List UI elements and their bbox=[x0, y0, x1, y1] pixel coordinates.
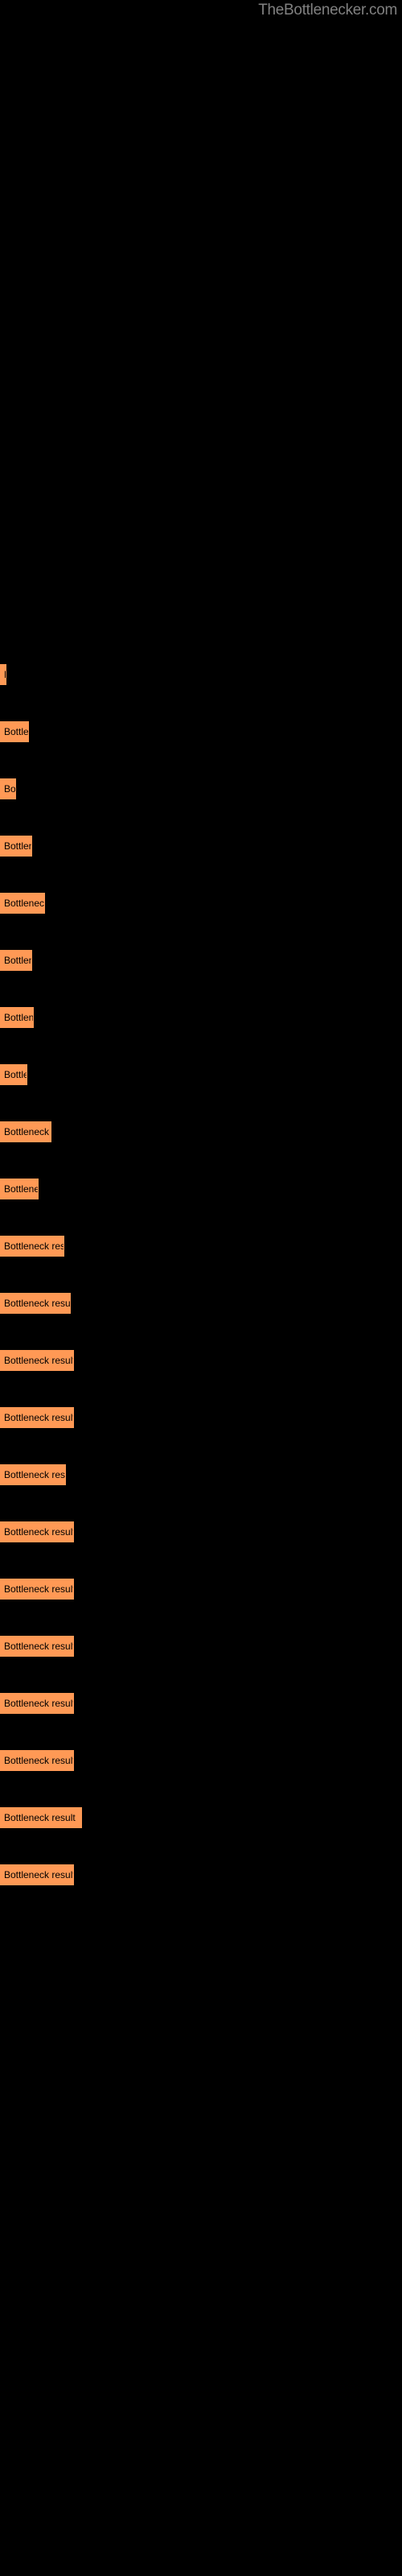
bar-label: Bottleneck result bbox=[4, 1755, 74, 1766]
bottleneck-bar: Bottleneck result bbox=[0, 1121, 51, 1142]
bar-label: Bottleneck result bbox=[4, 669, 6, 680]
bottleneck-bar: Bottleneck result bbox=[0, 1064, 27, 1085]
bottleneck-bar: Bottleneck result bbox=[0, 1464, 66, 1485]
bar-row: Bottleneck result bbox=[0, 836, 402, 857]
bar-row: Bottleneck result bbox=[0, 1807, 402, 1828]
bar-label: Bottleneck result bbox=[4, 1869, 74, 1880]
bar-row: Bottleneck result bbox=[0, 1350, 402, 1371]
bottleneck-bar: Bottleneck result bbox=[0, 1750, 74, 1771]
bar-row: Bottleneck result bbox=[0, 1579, 402, 1600]
bottleneck-bar: Bottleneck result bbox=[0, 950, 32, 971]
bar-label: Bottleneck result bbox=[4, 1469, 66, 1480]
bottleneck-bar: Bottleneck result bbox=[0, 1579, 74, 1600]
bar-label: Bottleneck result bbox=[4, 1412, 74, 1423]
bar-row: Bottleneck result bbox=[0, 1750, 402, 1771]
bar-row: Bottleneck result bbox=[0, 664, 402, 685]
bottleneck-bar: Bottleneck result bbox=[0, 1807, 82, 1828]
bar-row: Bottleneck result bbox=[0, 1693, 402, 1714]
bottleneck-bar: Bottleneck result bbox=[0, 721, 29, 742]
bar-label: Bottleneck result bbox=[4, 1698, 74, 1709]
bar-label: Bottleneck result bbox=[4, 1526, 74, 1538]
bar-label: Bottleneck result bbox=[4, 1298, 71, 1309]
bottleneck-bar: Bottleneck result bbox=[0, 1864, 74, 1885]
bar-row: Bottleneck result bbox=[0, 893, 402, 914]
bar-row: Bottleneck result bbox=[0, 1064, 402, 1085]
bottleneck-bar: Bottleneck result bbox=[0, 778, 16, 799]
bar-label: Bottleneck result bbox=[4, 1583, 74, 1595]
bar-row: Bottleneck result bbox=[0, 721, 402, 742]
bottleneck-bar: Bottleneck result bbox=[0, 1179, 39, 1199]
bar-row: Bottleneck result bbox=[0, 1293, 402, 1314]
watermark-text: TheBottlenecker.com bbox=[258, 2, 397, 19]
bar-row: Bottleneck result bbox=[0, 1121, 402, 1142]
bottleneck-bar-chart: Bottleneck result Bottleneck result Bottle… bbox=[0, 0, 402, 1885]
bar-row: Bottleneck result bbox=[0, 1521, 402, 1542]
bar-label: Bottleneck result bbox=[4, 1126, 51, 1137]
bar-label: Bottleneck result bbox=[4, 1183, 39, 1195]
bar-row: Bottleneck result bbox=[0, 1236, 402, 1257]
bar-label: Bottleneck result bbox=[4, 1241, 64, 1252]
bottleneck-bar: Bottleneck result bbox=[0, 1521, 74, 1542]
bottleneck-bar: Bottleneck result bbox=[0, 1636, 74, 1657]
bottleneck-bar: Bottleneck result bbox=[0, 1236, 64, 1257]
bottleneck-bar: Bottleneck result bbox=[0, 836, 32, 857]
bottleneck-bar: Bottleneck result bbox=[0, 1293, 71, 1314]
bar-row: Bottleneck result bbox=[0, 1007, 402, 1028]
bar-label: Bottleneck result bbox=[4, 840, 32, 852]
bottleneck-bar: Bottleneck result bbox=[0, 893, 45, 914]
bottleneck-bar: Bottleneck result bbox=[0, 1007, 34, 1028]
bar-row: Bottleneck result bbox=[0, 1179, 402, 1199]
bar-row: Bottleneck result bbox=[0, 1636, 402, 1657]
bar-label: Bottleneck result bbox=[4, 955, 32, 966]
bar-label: Bottleneck result bbox=[4, 783, 16, 795]
bar-row: Bottleneck result bbox=[0, 1864, 402, 1885]
bar-row: Bottleneck result bbox=[0, 1464, 402, 1485]
bar-label: Bottleneck result bbox=[4, 1355, 74, 1366]
bar-label: Bottleneck result bbox=[4, 1812, 76, 1823]
bottleneck-bar: Bottleneck result bbox=[0, 664, 6, 685]
bar-label: Bottleneck result bbox=[4, 898, 45, 909]
bottleneck-bar: Bottleneck result bbox=[0, 1693, 74, 1714]
bar-row: Bottleneck result bbox=[0, 1407, 402, 1428]
bar-row: Bottleneck result bbox=[0, 950, 402, 971]
bar-label: Bottleneck result bbox=[4, 726, 29, 737]
bar-label: Bottleneck result bbox=[4, 1069, 27, 1080]
bar-label: Bottleneck result bbox=[4, 1012, 34, 1023]
bottleneck-bar: Bottleneck result bbox=[0, 1407, 74, 1428]
bar-row: Bottleneck result bbox=[0, 778, 402, 799]
bottleneck-bar: Bottleneck result bbox=[0, 1350, 74, 1371]
bar-label: Bottleneck result bbox=[4, 1641, 74, 1652]
